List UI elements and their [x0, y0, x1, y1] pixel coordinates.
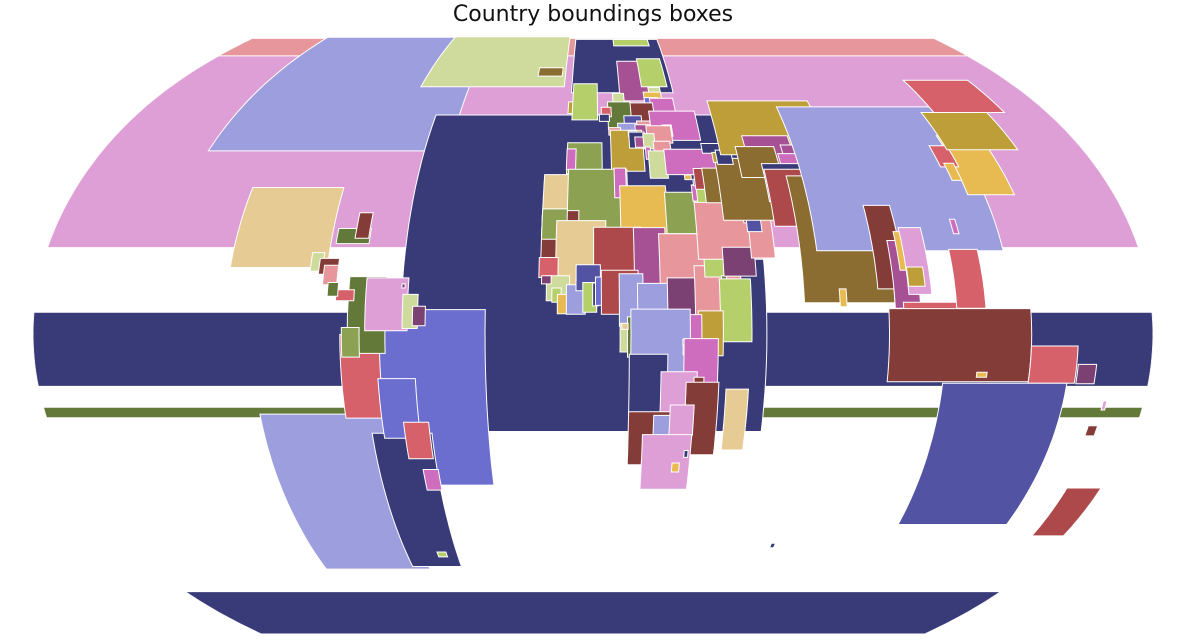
country-bbox-portugal [565, 148, 577, 171]
country-bbox-taiwan [948, 218, 960, 235]
country-bbox-greenland [420, 36, 571, 88]
country-bbox-ecuador [340, 327, 361, 358]
country-bbox-madagascar [720, 388, 750, 451]
country-bbox-philippines [947, 248, 987, 309]
country-bbox-cyprus [683, 174, 692, 181]
country-bbox-belgium [598, 113, 610, 122]
country-bbox-south-korea [942, 162, 963, 181]
country-bbox-lesotho [670, 462, 681, 473]
country-bbox-new-caledonia [1083, 425, 1099, 437]
country-bbox-paraguay [402, 421, 434, 460]
country-bbox-eswatini [683, 450, 689, 458]
bounding-boxes-layer [33, 36, 1153, 634]
country-bbox-south-africa [639, 434, 693, 490]
country-bbox-new-zealand [1030, 487, 1103, 537]
country-bbox-finland [635, 58, 668, 88]
country-bbox-equatorial-guinea [621, 322, 629, 330]
country-bbox-papua-new-guinea [1027, 345, 1079, 384]
country-bbox-kamchatka-region [901, 79, 1006, 113]
country-bbox-timor-leste [975, 371, 988, 378]
country-bbox-somalia [718, 278, 753, 343]
country-bbox-nicaragua [321, 264, 340, 286]
country-bbox-antarctica [183, 591, 1003, 634]
country-bbox-cambodia [905, 266, 926, 287]
country-bbox-mexico [229, 187, 345, 268]
country-bbox-suriname [411, 305, 426, 327]
country-bbox-trinidad [401, 283, 406, 289]
country-bbox-sri-lanka [838, 288, 848, 308]
country-bbox-venezuela [364, 277, 410, 332]
country-bbox-iceland [537, 67, 564, 77]
country-bbox-svalbard-region [612, 39, 650, 47]
country-bbox-united-kingdom [571, 83, 599, 121]
country-bbox-costa-rica [326, 282, 340, 297]
country-bbox-serbia [642, 133, 656, 150]
country-bbox-falkland-islands [436, 551, 449, 558]
country-bbox-uruguay [422, 469, 443, 491]
country-bbox-french-s-antarctic-lands [768, 542, 776, 549]
country-bbox-argentina [371, 432, 463, 567]
country-bbox-solomon-islands [1075, 363, 1098, 385]
country-bbox-zimbabwe [668, 404, 695, 436]
country-bbox-indonesia [886, 308, 1033, 383]
country-bbox-senegal [538, 257, 559, 278]
country-bbox-australia [897, 382, 1068, 525]
country-bbox-vanuatu [1100, 400, 1108, 411]
country-bbox-bahamas [354, 212, 374, 239]
map-title: Country boundings boxes [452, 2, 734, 27]
country-bbox-guinea-bissau [541, 275, 552, 285]
